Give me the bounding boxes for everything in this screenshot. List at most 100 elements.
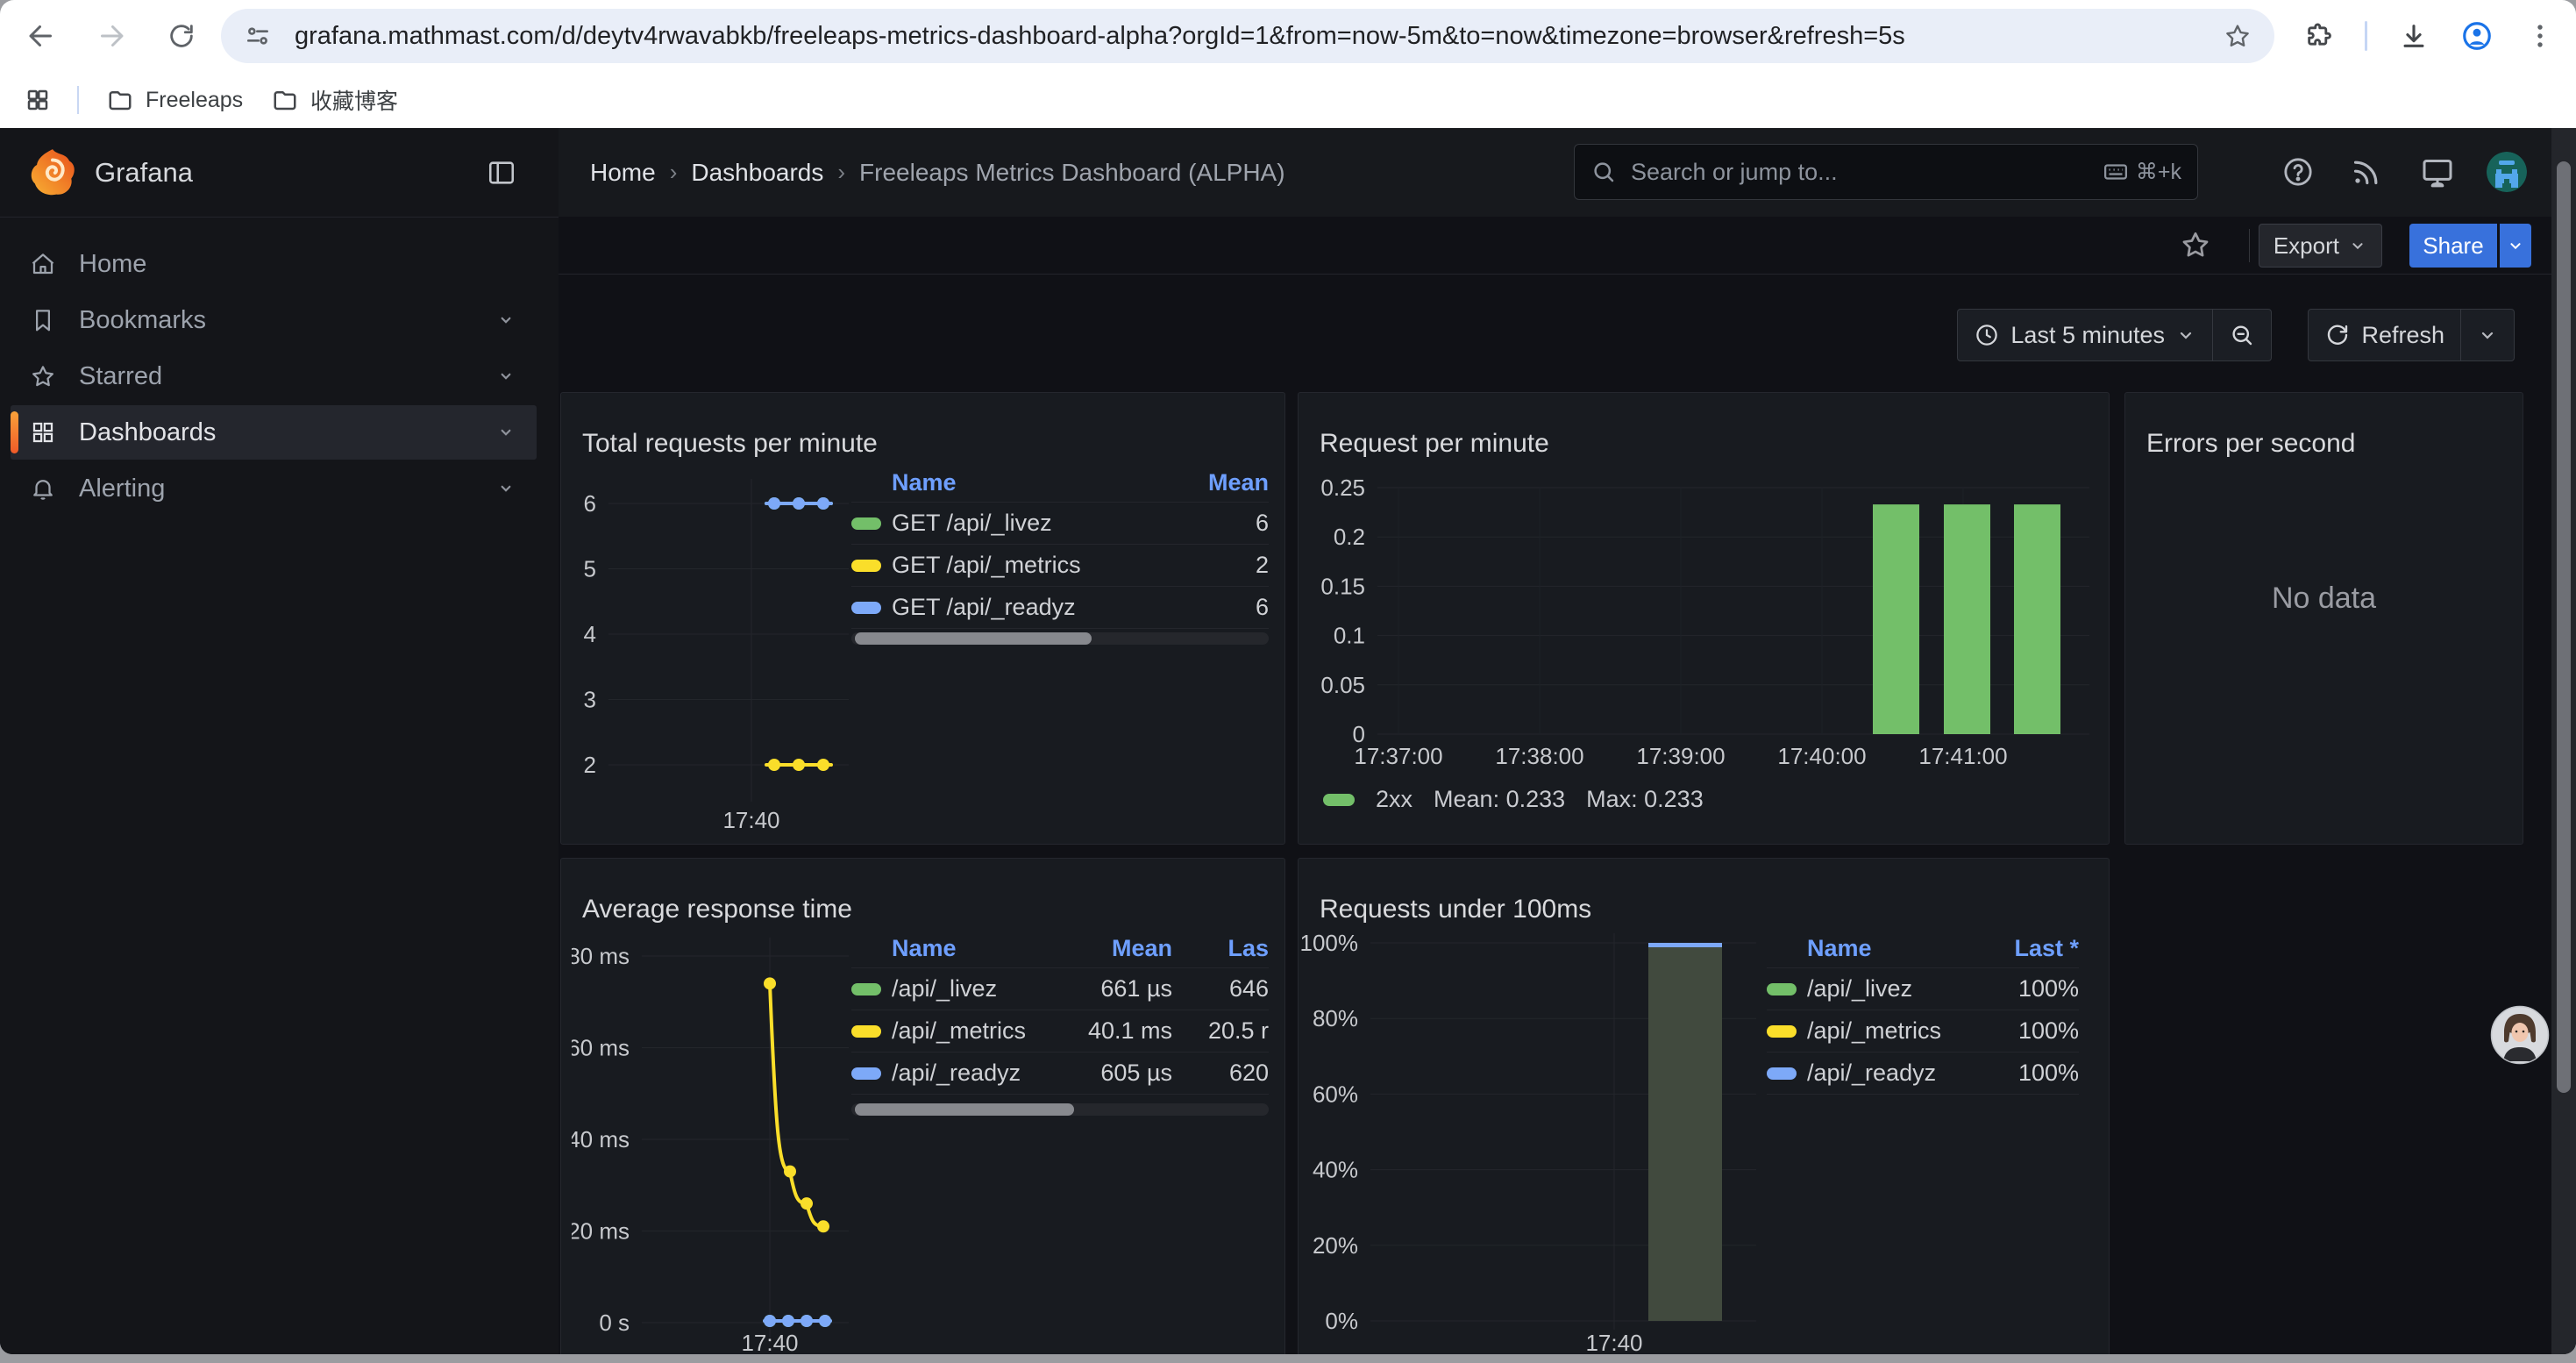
legend-scrollbar[interactable] <box>851 1103 1269 1116</box>
user-avatar[interactable] <box>2487 152 2527 192</box>
breadcrumb-dashboards[interactable]: Dashboards <box>691 158 824 186</box>
series-name[interactable]: GET /api/_livez <box>892 510 1052 536</box>
legend-row[interactable]: /api/_readyz 605 µs 620 <box>851 1053 1269 1095</box>
page-scrollbar-track[interactable] <box>2551 128 2576 1354</box>
share-menu-button[interactable] <box>2500 224 2531 268</box>
legend-row[interactable]: GET /api/_readyz 6 <box>851 587 1269 629</box>
sidebar-item-dashboards[interactable]: Dashboards <box>11 405 537 460</box>
series-color-pill[interactable] <box>851 601 881 614</box>
panel-title[interactable]: Total requests per minute <box>582 428 878 458</box>
series-name[interactable]: /api/_metrics <box>892 1017 1027 1044</box>
legend-row[interactable]: GET /api/_livez 6 <box>851 503 1269 545</box>
export-button[interactable]: Export <box>2258 224 2382 268</box>
url-text[interactable]: grafana.mathmast.com/d/deytv4rwavabkb/fr… <box>295 22 1905 50</box>
share-button[interactable]: Share <box>2409 224 2497 268</box>
zoom-out-time-button[interactable] <box>2213 310 2271 360</box>
brand-title[interactable]: Grafana <box>95 157 194 188</box>
bookmarks-apps-button[interactable] <box>19 82 56 118</box>
series-name[interactable]: /api/_livez <box>1807 975 1913 1002</box>
sidebar-item-starred[interactable]: Starred <box>11 349 537 403</box>
chart-legend[interactable]: 2xx Mean: 0.233 Max: 0.233 <box>1323 786 1704 813</box>
average-response-time-chart[interactable]: 80 ms 60 ms 40 ms 20 ms 0 s 17:40 <box>572 929 1286 1354</box>
sidebar: Grafana Home Bookmarks Starred Dashboard… <box>0 128 559 1354</box>
page-scrollbar-thumb[interactable] <box>2557 161 2571 1093</box>
chevron-down-icon[interactable] <box>495 309 517 332</box>
sidebar-item-alerting[interactable]: Alerting <box>11 461 537 516</box>
sidebar-item-bookmarks[interactable]: Bookmarks <box>11 293 537 347</box>
browser-reload-button[interactable] <box>163 18 200 54</box>
total-requests-chart[interactable]: 6 5 4 3 2 17:40 <box>572 463 854 840</box>
panel-title[interactable]: Request per minute <box>1320 428 1549 458</box>
column-header[interactable]: Name <box>892 468 957 496</box>
legend-scrollbar[interactable] <box>851 632 1269 645</box>
series-name[interactable]: /api/_readyz <box>1807 1060 1937 1086</box>
scrollbar-thumb[interactable] <box>855 632 1092 645</box>
chevron-down-icon[interactable] <box>495 477 517 500</box>
legend-row[interactable]: /api/_livez 100% <box>1767 968 2079 1010</box>
browser-downloads-button[interactable] <box>2395 18 2432 54</box>
breadcrumb-home[interactable]: Home <box>590 158 656 186</box>
requests-under-100ms-chart[interactable]: 100% 80% 60% 40% 20% 0% 17:40 <box>1299 859 2110 1354</box>
scrollbar-thumb[interactable] <box>855 1103 1074 1116</box>
column-header[interactable]: Mean <box>1207 468 1269 496</box>
legend-row[interactable]: /api/_livez 661 µs 646 <box>851 968 1269 1010</box>
legend-series-name[interactable]: 2xx <box>1376 786 1413 812</box>
legend-row[interactable]: GET /api/_metrics 2 <box>851 545 1269 587</box>
panel-request-per-minute: Request per minute 0.25 0.2 0.15 0.1 0.05 0 17… <box>1298 392 2110 845</box>
time-range-picker[interactable]: Last 5 minutes <box>1958 310 2212 360</box>
site-settings-icon[interactable] <box>244 22 272 50</box>
news-button[interactable] <box>2349 154 2384 189</box>
series-name[interactable]: GET /api/_readyz <box>892 594 1076 620</box>
request-per-minute-chart[interactable]: 0.25 0.2 0.15 0.1 0.05 0 17:37:00 17:38:00 17:39… <box>1299 393 2110 846</box>
series-color-pill[interactable] <box>851 1024 881 1038</box>
column-header[interactable]: Name <box>892 934 957 961</box>
series-name[interactable]: /api/_readyz <box>892 1060 1021 1086</box>
column-header[interactable]: Name <box>1807 934 1872 961</box>
help-button[interactable] <box>2281 154 2316 189</box>
series-color-pill[interactable] <box>851 517 881 530</box>
series-color-pill[interactable] <box>1767 1024 1797 1038</box>
refresh-controls: Refresh <box>2308 309 2515 361</box>
bookmark-folder-freeleaps[interactable]: Freeleaps <box>107 82 243 118</box>
series-color-pill[interactable] <box>851 559 881 572</box>
series-color-pill[interactable] <box>1767 982 1797 995</box>
sidebar-collapse-icon[interactable] <box>487 158 516 188</box>
legend-max: Max: 0.233 <box>1586 786 1704 812</box>
browser-forward-button[interactable] <box>93 18 130 54</box>
floating-assistant-avatar[interactable] <box>2490 1005 2550 1065</box>
refresh-interval-button[interactable] <box>2461 310 2514 360</box>
column-header[interactable]: Last * <box>2014 934 2079 961</box>
bookmark-folder-blogs[interactable]: 收藏博客 <box>272 82 398 118</box>
panel-title[interactable]: Average response time <box>582 894 852 924</box>
series-name[interactable]: /api/_livez <box>892 975 998 1002</box>
series-name[interactable]: /api/_metrics <box>1807 1017 1942 1044</box>
browser-profile-button[interactable] <box>2459 18 2495 54</box>
chevron-down-icon[interactable] <box>495 421 517 444</box>
browser-back-button[interactable] <box>23 18 60 54</box>
legend-row[interactable]: /api/_readyz 100% <box>1767 1053 2079 1095</box>
panel-title[interactable]: Errors per second <box>2146 428 2356 458</box>
series-color-pill[interactable] <box>851 1067 881 1080</box>
column-header[interactable]: Las <box>1228 934 1269 961</box>
series-color-pill[interactable] <box>851 982 881 995</box>
chevron-down-icon[interactable] <box>495 365 517 388</box>
search-input[interactable] <box>1629 157 2090 187</box>
series-color-pill[interactable] <box>1767 1067 1797 1080</box>
browser-menu-button[interactable] <box>2522 18 2558 54</box>
series-name[interactable]: GET /api/_metrics <box>892 552 1081 578</box>
breadcrumb-separator: › <box>669 159 678 185</box>
address-bar[interactable]: grafana.mathmast.com/d/deytv4rwavabkb/fr… <box>221 9 2274 63</box>
grafana-logo[interactable] <box>28 148 77 197</box>
legend-row[interactable]: /api/_metrics 40.1 ms 20.5 r <box>851 1010 1269 1053</box>
legend-row[interactable]: /api/_metrics 100% <box>1767 1010 2079 1053</box>
panel-title[interactable]: Requests under 100ms <box>1320 894 1592 924</box>
bookmark-star-icon[interactable] <box>2224 22 2252 50</box>
favorite-dashboard-button[interactable] <box>2180 229 2211 260</box>
refresh-button[interactable]: Refresh <box>2309 310 2460 360</box>
series-value: 6 <box>1255 594 1269 620</box>
kiosk-mode-button[interactable] <box>2420 154 2455 189</box>
sidebar-item-home[interactable]: Home <box>11 237 537 291</box>
column-header[interactable]: Mean <box>1111 934 1172 961</box>
browser-extensions-button[interactable] <box>2301 18 2338 54</box>
search-box[interactable]: ⌘+k <box>1574 144 2198 200</box>
